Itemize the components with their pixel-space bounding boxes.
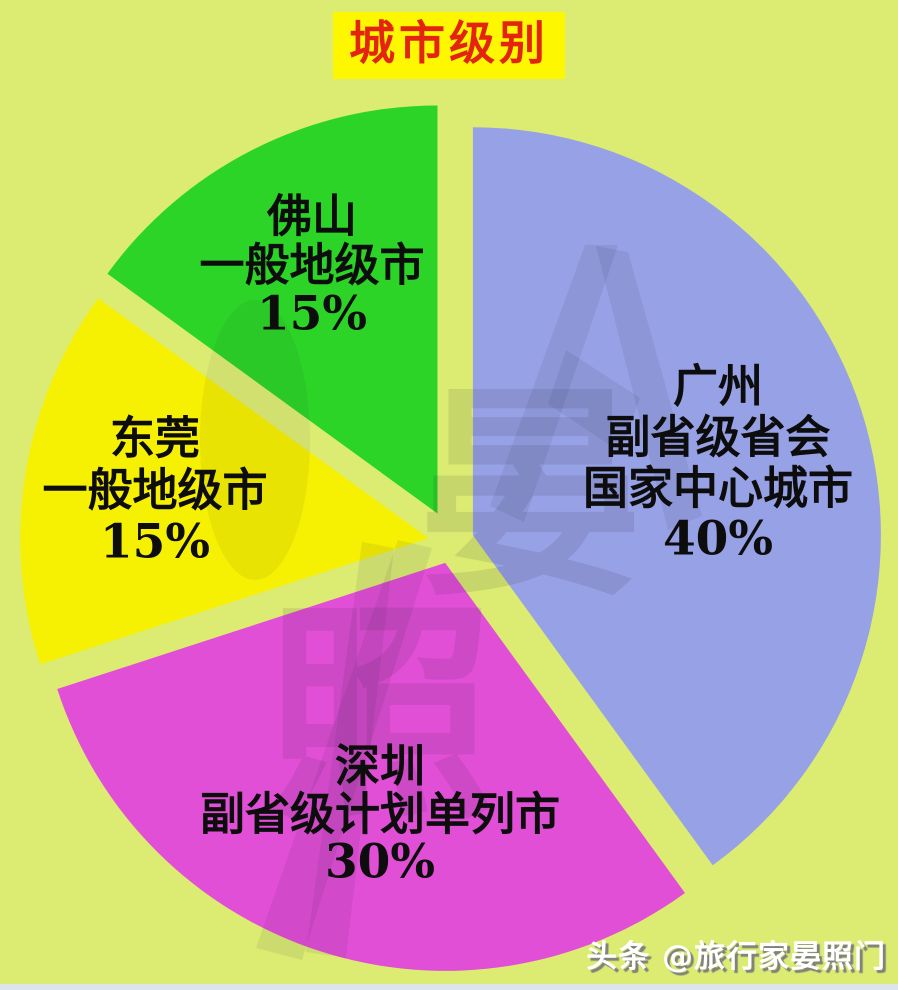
slice-label-guangzhou-line4: 40% — [663, 512, 773, 567]
dancer-silhouette-watermark — [596, 246, 702, 530]
slice-label-shenzhen-line2: 副省级计划单列市 — [200, 788, 560, 841]
slice-label-guangzhou-line2: 副省级省会 — [605, 411, 830, 464]
dancer-silhouette-watermark — [490, 245, 618, 522]
slice-label-dongguan-line1: 东莞 — [110, 412, 200, 465]
slice-label-foshan-line1: 佛山 — [266, 190, 357, 243]
slice-label-shenzhen-line1: 深圳 — [335, 740, 425, 793]
chart-title-box: 城市级别 — [333, 12, 565, 79]
chart-title: 城市级别 — [349, 16, 549, 70]
pie-slice-foshan — [107, 105, 438, 514]
slice-label-foshan-line3: 15% — [257, 287, 367, 342]
figure-watermark-blob — [200, 300, 310, 580]
seal-script-watermark-glyph: 晏 — [418, 363, 643, 627]
seal-script-watermark-glyph: 照 — [265, 580, 495, 850]
dancer-silhouette-watermark — [548, 350, 640, 452]
bottom-edge-strip — [0, 984, 898, 990]
pie-slice-shenzhen — [57, 562, 685, 971]
pie-slice-dongguan — [20, 298, 429, 665]
dancer-silhouette-watermark — [256, 540, 432, 960]
slice-label-dongguan-line2: 一般地级市 — [42, 464, 267, 517]
photo-watermark: 晏照 — [200, 245, 702, 960]
pie-slice-guangzhou — [472, 127, 881, 866]
slice-label-dongguan-line3: 15% — [100, 515, 210, 570]
slice-label-guangzhou-line3: 国家中心城市 — [583, 462, 853, 515]
slice-label-guangzhou-line1: 广州 — [673, 360, 763, 413]
slice-label-shenzhen-line3: 30% — [325, 835, 435, 890]
dancer-silhouette-watermark — [306, 542, 394, 958]
slice-label-foshan-line2: 一般地级市 — [199, 239, 424, 292]
pie-slices — [20, 105, 881, 971]
watermark-credit: 头条 @旅行家晏照门 — [586, 931, 886, 976]
watermark-credit-text: 头条 @旅行家晏照门 — [586, 939, 886, 975]
slice-labels: 广州副省级省会国家中心城市40%深圳副省级计划单列市30%东莞一般地级市15%佛… — [42, 190, 853, 890]
